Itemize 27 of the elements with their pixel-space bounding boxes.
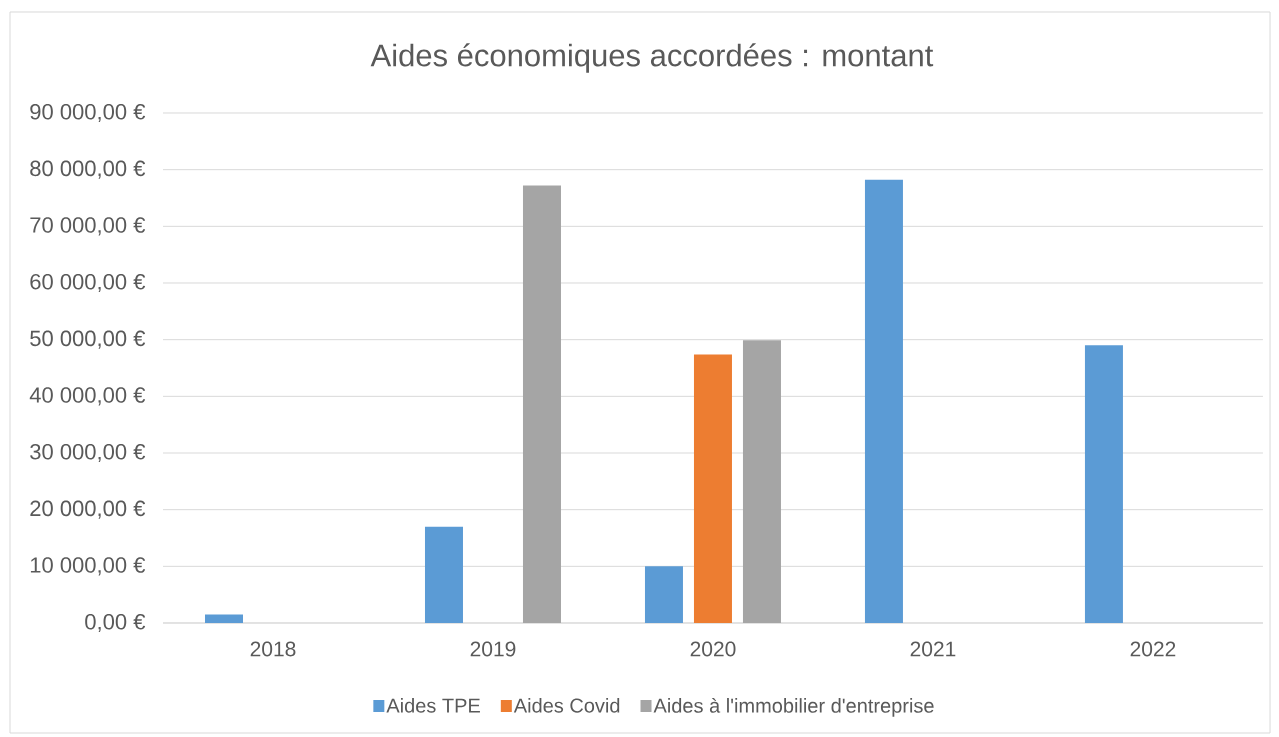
legend-label: Aides TPE xyxy=(386,698,480,713)
bar xyxy=(204,614,243,623)
x-tick-label: 2021 xyxy=(910,641,956,657)
y-tick-label: 50 000,00 € xyxy=(30,330,146,349)
x-tick-label: 2019 xyxy=(470,641,516,657)
bar xyxy=(644,566,683,623)
bar xyxy=(864,179,903,623)
x-tick-label: 2022 xyxy=(1130,641,1176,657)
bar xyxy=(522,185,561,623)
y-tick-label: 10 000,00 € xyxy=(30,557,146,576)
bar xyxy=(1084,345,1123,623)
bar xyxy=(424,526,463,623)
x-tick-label: 2020 xyxy=(690,641,736,657)
y-tick-label: 60 000,00 € xyxy=(30,273,146,293)
bar xyxy=(693,354,732,623)
y-tick-label: 30 000,00 € xyxy=(30,443,146,463)
y-tick-label: 90 000,00 € xyxy=(30,103,146,123)
legend-label: Aides Covid xyxy=(513,698,620,713)
x-tick-label: 2018 xyxy=(250,641,296,657)
y-tick-label: 40 000,00 € xyxy=(29,387,146,406)
legend-label: Aides à l'immobilier d'entreprise xyxy=(653,697,934,717)
y-tick-label: 0,00 € xyxy=(85,613,146,633)
chart-title: Aides économiques accordées : montant xyxy=(370,43,934,73)
y-tick-label: 80 000,00 € xyxy=(30,160,146,179)
y-tick-label: 20 000,00 € xyxy=(30,500,146,519)
bar xyxy=(742,340,781,623)
y-tick-label: 70 000,00 € xyxy=(30,217,146,236)
